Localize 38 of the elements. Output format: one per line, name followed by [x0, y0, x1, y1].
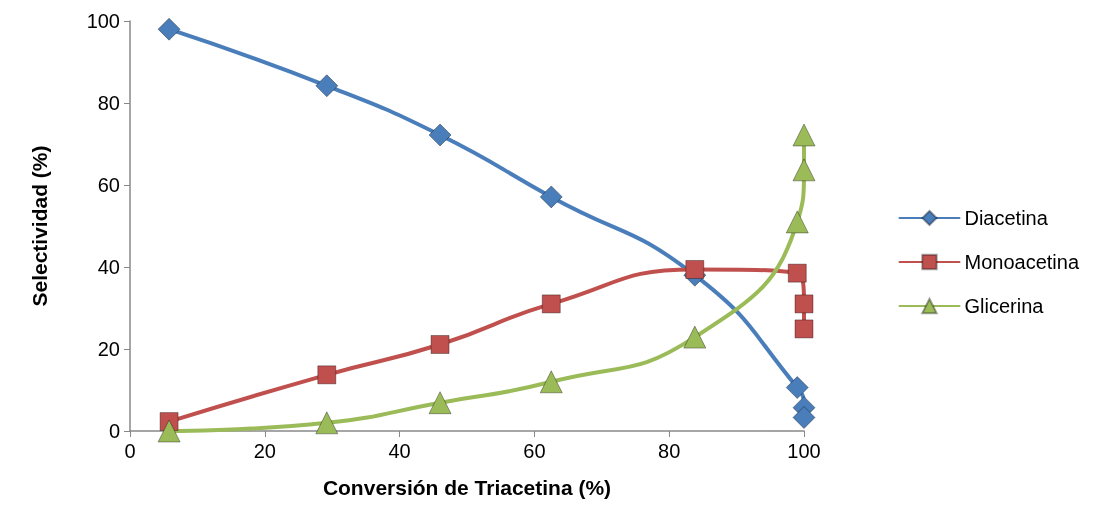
y-tick-label: 100: [86, 10, 120, 32]
x-tick-label: 60: [523, 440, 546, 462]
point: [785, 376, 809, 400]
point: [430, 334, 450, 354]
y-tick-label: 20: [97, 338, 120, 360]
point: [792, 405, 816, 429]
point: [792, 123, 816, 147]
point: [787, 263, 807, 283]
point: [315, 74, 339, 98]
point: [317, 365, 337, 385]
y-tick-label: 0: [108, 420, 120, 442]
point: [785, 210, 809, 234]
point: [541, 294, 561, 314]
point: [539, 370, 563, 394]
x-axis-title: Conversión de Triacetina (%): [322, 476, 612, 499]
y-axis-title: Selectividad (%): [28, 145, 51, 307]
x-tick-label: 0: [124, 440, 136, 462]
point: [428, 391, 452, 415]
point: [685, 259, 705, 279]
point: [157, 419, 181, 443]
point: [683, 325, 707, 349]
y-tick-label: 40: [97, 256, 120, 278]
point: [315, 411, 339, 435]
point: [794, 319, 814, 339]
point: [794, 294, 814, 314]
legend-label: Diacetina: [964, 207, 1049, 229]
y-tick-label: 80: [97, 92, 120, 114]
y-tick-label: 60: [97, 174, 120, 196]
point: [157, 17, 181, 41]
x-tick-label: 20: [253, 440, 276, 462]
x-tick-label: 80: [658, 440, 681, 462]
legend-label: Glicerina: [964, 295, 1045, 317]
x-tick-label: 100: [787, 440, 821, 462]
point: [792, 158, 816, 182]
x-tick-label: 40: [388, 440, 411, 462]
point: [428, 123, 452, 147]
legend-label: Monoacetina: [964, 251, 1080, 273]
point: [539, 185, 563, 209]
